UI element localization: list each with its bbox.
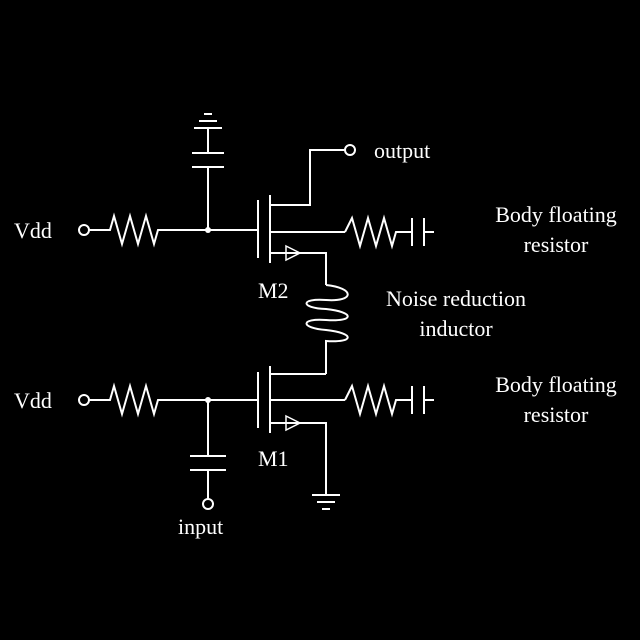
vbias-top-label: Vdd — [14, 218, 52, 243]
output-terminal — [344, 144, 356, 156]
body-resistor-bottom-label-line2: resistor — [524, 402, 589, 427]
input-label: input — [178, 514, 223, 539]
body-resistor-top-label-line1: Body floating — [495, 202, 617, 227]
body-resistor-bottom-label-line1: Body floating — [495, 372, 617, 397]
body-resistor-top — [344, 214, 412, 250]
noise-reduction-inductor — [305, 284, 349, 374]
vbias-bottom-label: Vdd — [14, 388, 52, 413]
transistor-m2 — [257, 149, 345, 285]
body-resistor-top-label-line2: resistor — [524, 232, 589, 257]
transistor-m1 — [257, 366, 345, 495]
input-capacitor — [190, 455, 226, 471]
input-terminal — [202, 498, 214, 510]
gate-resistor-bottom — [89, 382, 208, 418]
ground-symbol — [194, 113, 222, 129]
gate-resistor-top — [89, 212, 208, 248]
decoupling-capacitor-top — [192, 152, 224, 168]
vbias-bottom-terminal — [78, 394, 90, 406]
inductor-label-line2: inductor — [419, 316, 493, 341]
body-bias-cap-top — [411, 218, 425, 246]
m1-label: M1 — [258, 446, 289, 471]
vbias-top-terminal — [78, 224, 90, 236]
m2-label: M2 — [258, 278, 289, 303]
body-bias-cap-bottom — [411, 386, 425, 414]
ground-symbol — [312, 494, 340, 510]
output-label: output — [374, 138, 430, 163]
inductor-label-line1: Noise reduction — [386, 286, 526, 311]
body-resistor-bottom — [344, 382, 412, 418]
